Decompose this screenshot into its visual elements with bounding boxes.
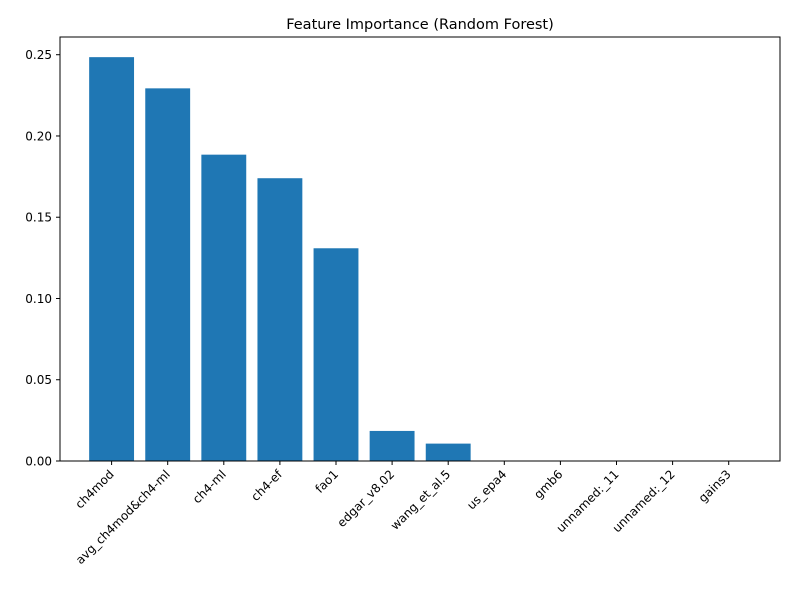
x-tick-label: edgar_v8.02 — [334, 467, 397, 530]
plot-frame — [59, 36, 781, 462]
x-tick-label: gmb6 — [531, 467, 565, 501]
y-tick-label: 0.25 — [25, 48, 52, 62]
x-tick-label: avg_ch4mod&ch4-ml — [73, 467, 173, 567]
y-tick-label: 0.15 — [25, 211, 52, 225]
bar-0 — [89, 57, 135, 462]
y-axis: 0.00 0.05 0.10 0.15 0.20 0.25 — [25, 48, 60, 469]
y-tick-label: 0.05 — [25, 373, 52, 387]
y-tick-label: 0.20 — [25, 129, 52, 143]
bar-4 — [313, 248, 359, 461]
x-tick-label: wang_et_al.5 — [388, 467, 453, 532]
bar-1 — [145, 88, 191, 461]
x-tick-label: fao1 — [312, 467, 341, 496]
chart-title: Feature Importance (Random Forest) — [286, 17, 554, 33]
x-tick-label: us_epa4 — [464, 467, 509, 512]
y-tick-label: 0.10 — [25, 292, 52, 306]
y-tick-label: 0.00 — [25, 455, 52, 469]
bar-3 — [257, 178, 303, 461]
x-tick-label: ch4-ml — [190, 467, 229, 506]
x-tick-label: ch4-ef — [248, 467, 285, 504]
x-tick-label: gains3 — [696, 467, 734, 505]
bar-6 — [425, 443, 471, 461]
bar-5 — [369, 430, 415, 461]
bar-2 — [201, 154, 247, 461]
x-tick-label: ch4mod — [73, 467, 117, 511]
bars-layer — [89, 57, 471, 462]
